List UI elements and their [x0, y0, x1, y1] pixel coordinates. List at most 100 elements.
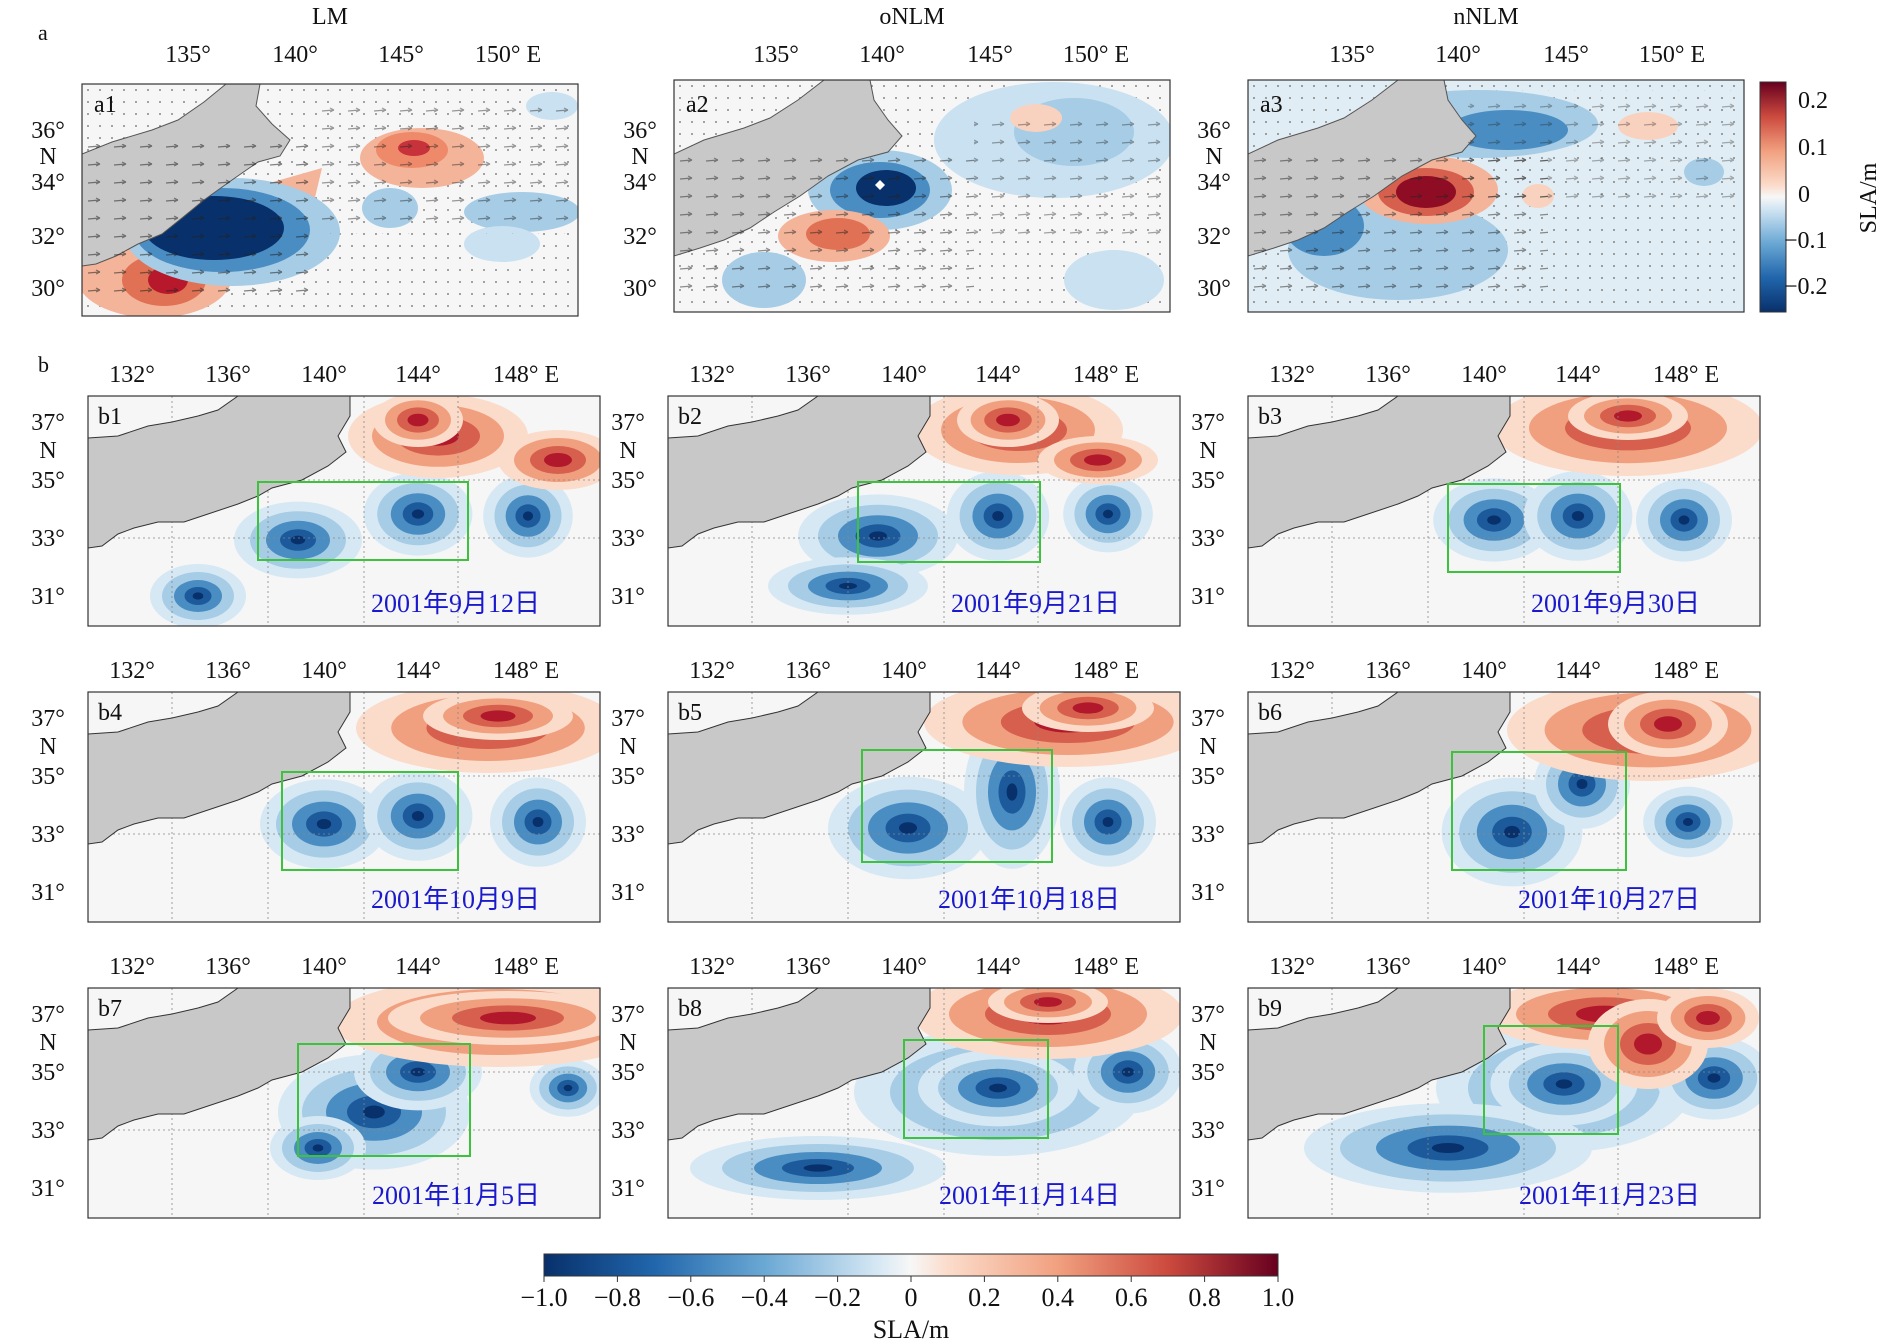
map-frame-b7: b7 2001年11月5日 — [88, 988, 600, 1218]
land-mass — [88, 396, 351, 549]
lat-tick-labels-a2: 36° N 34° 32° 30° — [623, 118, 657, 302]
lat-tick-label: 33° — [31, 822, 65, 848]
lat-tick-label: 35° — [1191, 1060, 1225, 1086]
lat-tick-label: 33° — [31, 1118, 65, 1144]
map-frame-b5: b5 2001年10月18日 — [668, 692, 1180, 922]
land-mass — [1248, 988, 1511, 1141]
panel-label-b9: b9 — [1258, 996, 1282, 1022]
sla-anomaly-positive — [348, 396, 600, 490]
map-frame-b9: b9 2001年11月23日 — [1248, 988, 1760, 1218]
lon-tick-label: 148° E — [1073, 658, 1139, 684]
lon-tick-label: 140° — [1461, 954, 1507, 980]
panel-date-b8: 2001年11月14日 — [939, 1181, 1120, 1210]
lon-tick-label: 136° — [205, 954, 251, 980]
lon-tick-label: 144° — [975, 954, 1021, 980]
lon-tick-label: 136° — [1365, 954, 1411, 980]
panel-date-b4: 2001年10月9日 — [371, 885, 540, 914]
colorbar-tick-label: −0.1 — [1784, 228, 1828, 254]
lon-tick-label: 148° E — [1073, 362, 1139, 388]
map-frame-b1: b1 2001年9月12日 — [88, 396, 600, 626]
lon-tick-label: 144° — [395, 954, 441, 980]
lat-tick-labels-b9: 37° 35° 33° 31° N — [1191, 1002, 1225, 1202]
colorbar-tick-label: −0.2 — [814, 1283, 861, 1312]
sla-anomaly-negative — [1304, 1024, 1760, 1193]
lon-tick-label: 136° — [205, 658, 251, 684]
lon-tick-label: 136° — [205, 362, 251, 388]
lat-tick-labels-b5: 37° 35° 33° 31° N — [611, 706, 645, 906]
panel-label-b1: b1 — [98, 404, 122, 430]
lon-tick-label: 132° — [689, 362, 735, 388]
panel-a2: oNLM 135° 140° 145° 150° E 36° N 34° 32°… — [623, 4, 1171, 313]
lat-tick-labels-b3: 37° 35° 33° 31° N — [1191, 410, 1225, 610]
panel-title-a1: LM — [312, 4, 348, 30]
lon-tick-label: 140° — [301, 954, 347, 980]
lon-tick-label: 135° — [753, 42, 799, 68]
colorbar-tick-label: 0.1 — [1798, 135, 1828, 161]
lon-tick-label: 144° — [395, 658, 441, 684]
map-frame-a3: a3 — [1248, 80, 1744, 312]
lon-tick-label: 140° — [1435, 42, 1481, 68]
lon-tick-labels-a1: 135° 140° 145° 150° E — [165, 42, 541, 68]
map-frame-a1: a1 — [82, 84, 578, 316]
region-box — [257, 481, 469, 561]
lon-tick-label: 145° — [1543, 42, 1589, 68]
land-mass — [88, 692, 351, 845]
lat-tick-label: 35° — [611, 764, 645, 790]
lon-tick-label: 140° — [272, 42, 318, 68]
lat-tick-label: 31° — [611, 584, 645, 610]
map-border-b7 — [87, 987, 601, 1219]
lat-tick-label: 31° — [31, 880, 65, 906]
lon-tick-label: 140° — [881, 954, 927, 980]
map-frame-a2: a2 — [674, 80, 1170, 312]
colorbar-tick-label: 0.8 — [1188, 1283, 1221, 1312]
sla-anomaly-positive — [333, 988, 600, 1067]
lat-tick-label: 33° — [611, 1118, 645, 1144]
map-frame-b4: b4 2001年10月9日 — [88, 692, 600, 922]
sla-anomaly-positive — [356, 692, 600, 773]
lat-tick-label: 37° — [1191, 706, 1225, 732]
panel-a1: LM 135° 140° 145° 150° E 36° N 34° 32° 3… — [31, 4, 579, 317]
lon-tick-label: 132° — [109, 954, 155, 980]
colorbar-tick-labels: −1.0 −0.8 −0.6 −0.4 −0.2 0 0.2 0.4 0.6 0.8 1.0 — [520, 1276, 1294, 1312]
map-frame-b8: b8 2001年11月14日 — [668, 988, 1180, 1218]
panel-date-b1: 2001年9月12日 — [371, 589, 540, 618]
lat-tick-label: 31° — [1191, 880, 1225, 906]
lat-unit-label: N — [39, 1030, 56, 1056]
land-mass — [668, 692, 931, 845]
lat-tick-label: 36° — [1197, 118, 1231, 144]
lat-tick-label: 34° — [1197, 170, 1231, 196]
lon-tick-label: 148° E — [1653, 658, 1719, 684]
sla-anomaly-positive — [1484, 988, 1759, 1089]
panel-b5: 132° 136° 140° 144° 148° E 37° 35° 33° 31° Nb5 200… — [611, 658, 1181, 923]
map-border-b4 — [87, 691, 601, 923]
lon-tick-labels-a3: 135° 140° 145° 150° E — [1329, 42, 1705, 68]
lon-tick-label: 140° — [881, 658, 927, 684]
panel-label-b7: b7 — [98, 996, 122, 1022]
map-border-b1 — [87, 395, 601, 627]
lat-tick-labels-b8: 37° 35° 33° 31° N — [611, 1002, 645, 1202]
panel-label-a1: a1 — [94, 92, 117, 118]
map-border-a3 — [1247, 79, 1745, 313]
lon-tick-labels-b1: 132° 136° 140° 144° 148° E — [109, 362, 559, 388]
map-border-b6 — [1247, 691, 1761, 923]
lat-unit-label: N — [1199, 438, 1216, 464]
lon-tick-label: 148° E — [1653, 362, 1719, 388]
lon-tick-label: 148° E — [1073, 954, 1139, 980]
panel-b4: 132° 136° 140° 144° 148° E 37° 35° 33° 31° Nb4 200… — [31, 658, 601, 923]
map-border-b3 — [1247, 395, 1761, 627]
lat-tick-label: 30° — [623, 276, 657, 302]
lat-tick-labels-a1: 36° N 34° 32° 30° — [31, 118, 65, 302]
lon-tick-label: 148° E — [493, 362, 559, 388]
lon-tick-label: 144° — [1555, 954, 1601, 980]
lat-tick-label: 35° — [31, 764, 65, 790]
lon-tick-label: 136° — [1365, 362, 1411, 388]
lon-tick-labels-b9: 132° 136° 140° 144° 148° E — [1269, 954, 1719, 980]
region-box — [1483, 1025, 1619, 1135]
region-box — [903, 1039, 1049, 1139]
lat-tick-label: 35° — [31, 468, 65, 494]
lon-tick-label: 144° — [975, 362, 1021, 388]
lon-tick-label: 132° — [689, 954, 735, 980]
panel-b7: 132° 136° 140° 144° 148° E 37° 35° 33° 31° Nb7 200… — [31, 954, 601, 1219]
colorbar-axis-label: SLA/m — [873, 1315, 950, 1344]
